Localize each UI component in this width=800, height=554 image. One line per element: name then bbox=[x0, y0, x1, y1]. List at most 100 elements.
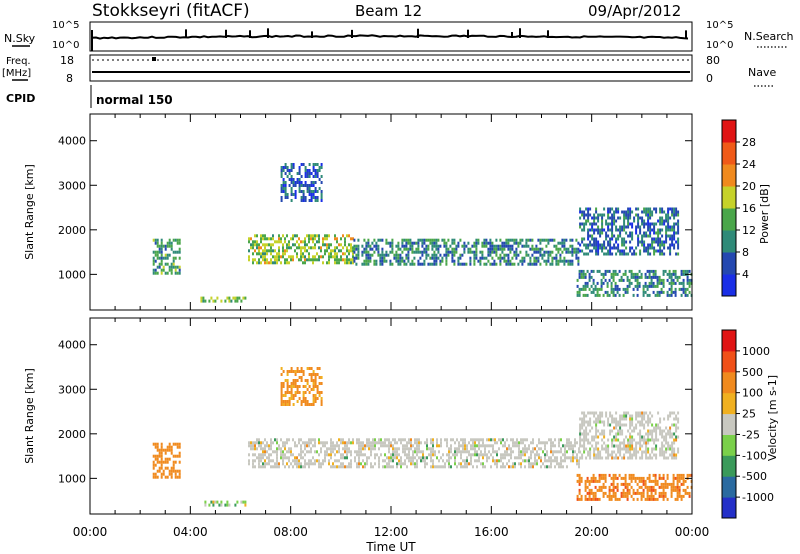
velocity-echo-cell bbox=[318, 394, 321, 397]
velocity-echo-cell bbox=[643, 450, 646, 454]
velocity-echo-cell bbox=[615, 444, 618, 448]
power-echo-cell bbox=[431, 241, 434, 245]
velocity-echo-cell bbox=[282, 450, 284, 454]
velocity-echo-cell bbox=[478, 447, 480, 451]
power-echo-cell bbox=[491, 250, 494, 254]
power-echo-cell bbox=[469, 247, 472, 251]
velocity-echo-cell bbox=[388, 462, 390, 466]
velocity-echo-cell bbox=[394, 456, 396, 460]
velocity-echo-cell bbox=[605, 450, 608, 454]
velocity-echo-cell bbox=[641, 423, 644, 427]
power-echo-cell bbox=[609, 210, 612, 214]
velocity-echo-cell bbox=[614, 494, 617, 498]
power-echo-cell bbox=[487, 250, 490, 254]
velocity-echo-cell bbox=[532, 465, 534, 469]
velocity-echo-cell bbox=[574, 456, 576, 460]
velocity-echo-cell bbox=[621, 414, 624, 418]
velocity-echo-cell bbox=[601, 420, 604, 424]
power-echo-cell bbox=[314, 234, 316, 238]
power-echo-cell bbox=[599, 231, 602, 235]
power-echo-cell bbox=[589, 207, 592, 211]
power-echo-cell bbox=[282, 246, 284, 250]
velocity-echo-cell bbox=[300, 450, 302, 454]
power-echo-cell bbox=[563, 244, 566, 248]
power-echo-cell bbox=[584, 284, 587, 288]
power-echo-cell bbox=[346, 258, 348, 262]
power-echo-cell bbox=[563, 247, 566, 251]
power-echo-cell bbox=[200, 296, 203, 300]
power-echo-cell bbox=[322, 237, 324, 241]
velocity-echo-cell bbox=[672, 473, 675, 477]
velocity-echo-cell bbox=[616, 497, 619, 501]
power-echo-cell bbox=[433, 256, 436, 260]
power-echo-cell bbox=[294, 196, 297, 199]
velocity-echo-cell bbox=[172, 463, 175, 467]
velocity-echo-cell bbox=[665, 450, 668, 454]
power-echo-cell bbox=[260, 234, 262, 238]
power-echo-cell bbox=[371, 253, 374, 257]
velocity-echo-cell bbox=[615, 456, 618, 460]
power-echo-cell bbox=[292, 184, 295, 187]
power-echo-cell bbox=[300, 181, 303, 184]
velocity-echo-cell bbox=[676, 494, 679, 498]
velocity-echo-cell bbox=[442, 459, 444, 463]
velocity-echo-cell bbox=[562, 459, 564, 463]
power-echo-cell bbox=[489, 241, 492, 245]
velocity-echo-cell bbox=[420, 459, 422, 463]
power-echo-cell bbox=[527, 262, 530, 266]
power-echo-cell bbox=[656, 290, 659, 294]
power-echo-cell bbox=[477, 259, 480, 263]
power-echo-cell bbox=[631, 222, 634, 226]
velocity-echo-cell bbox=[374, 441, 376, 445]
power-echo-cell bbox=[152, 238, 155, 242]
power-echo-cell bbox=[507, 259, 510, 263]
velocity-echo-cell bbox=[470, 438, 472, 442]
velocity-echo-cell bbox=[600, 476, 603, 480]
power-echo-cell bbox=[638, 281, 641, 285]
velocity-echo-cell bbox=[583, 435, 586, 439]
velocity-echo-cell bbox=[472, 447, 474, 451]
power-echo-cell bbox=[569, 244, 572, 248]
velocity-echo-cell bbox=[536, 462, 538, 466]
velocity-echo-cell bbox=[330, 441, 332, 445]
power-echo-cell bbox=[630, 269, 633, 273]
velocity-echo-cell bbox=[628, 491, 631, 495]
velocity-echo-cell bbox=[601, 429, 604, 433]
power-echo-cell bbox=[650, 275, 653, 279]
velocity-echo-cell bbox=[542, 450, 544, 454]
power-echo-cell bbox=[661, 234, 664, 238]
power-echo-cell bbox=[300, 258, 302, 262]
power-echo-cell bbox=[334, 246, 336, 250]
power-echo-cell bbox=[626, 290, 629, 294]
velocity-echo-cell bbox=[578, 479, 581, 483]
velocity-echo-cell bbox=[248, 453, 250, 457]
power-echo-cell bbox=[266, 252, 268, 256]
power-echo-cell bbox=[306, 190, 309, 193]
velocity-echo-cell bbox=[584, 488, 587, 492]
velocity-echo-cell bbox=[574, 450, 576, 454]
velocity-echo-cell bbox=[604, 479, 607, 483]
velocity-echo-cell bbox=[252, 462, 254, 466]
power-echo-cell bbox=[316, 172, 319, 175]
power-echo-cell bbox=[600, 278, 603, 282]
velocity-echo-cell bbox=[450, 465, 452, 469]
velocity-echo-cell bbox=[386, 438, 388, 442]
power-echo-cell bbox=[270, 243, 272, 247]
power-echo-cell bbox=[473, 262, 476, 266]
power-echo-cell bbox=[585, 222, 588, 226]
power-echo-cell bbox=[373, 250, 376, 254]
velocity-echo-cell bbox=[556, 450, 558, 454]
power-echo-cell bbox=[621, 225, 624, 229]
velocity-echo-cell bbox=[615, 438, 618, 442]
velocity-echo-cell bbox=[670, 488, 673, 492]
power-echo-cell bbox=[561, 238, 564, 242]
velocity-echo-cell bbox=[358, 450, 360, 454]
power-echo-cell bbox=[365, 241, 368, 245]
power-echo-cell bbox=[172, 259, 175, 263]
power-echo-cell bbox=[489, 250, 492, 254]
power-echo-cell bbox=[318, 237, 320, 241]
velocity-echo-cell bbox=[474, 447, 476, 451]
power-echo-cell bbox=[320, 249, 322, 253]
power-echo-cell bbox=[549, 250, 552, 254]
velocity-echo-cell bbox=[296, 367, 299, 370]
